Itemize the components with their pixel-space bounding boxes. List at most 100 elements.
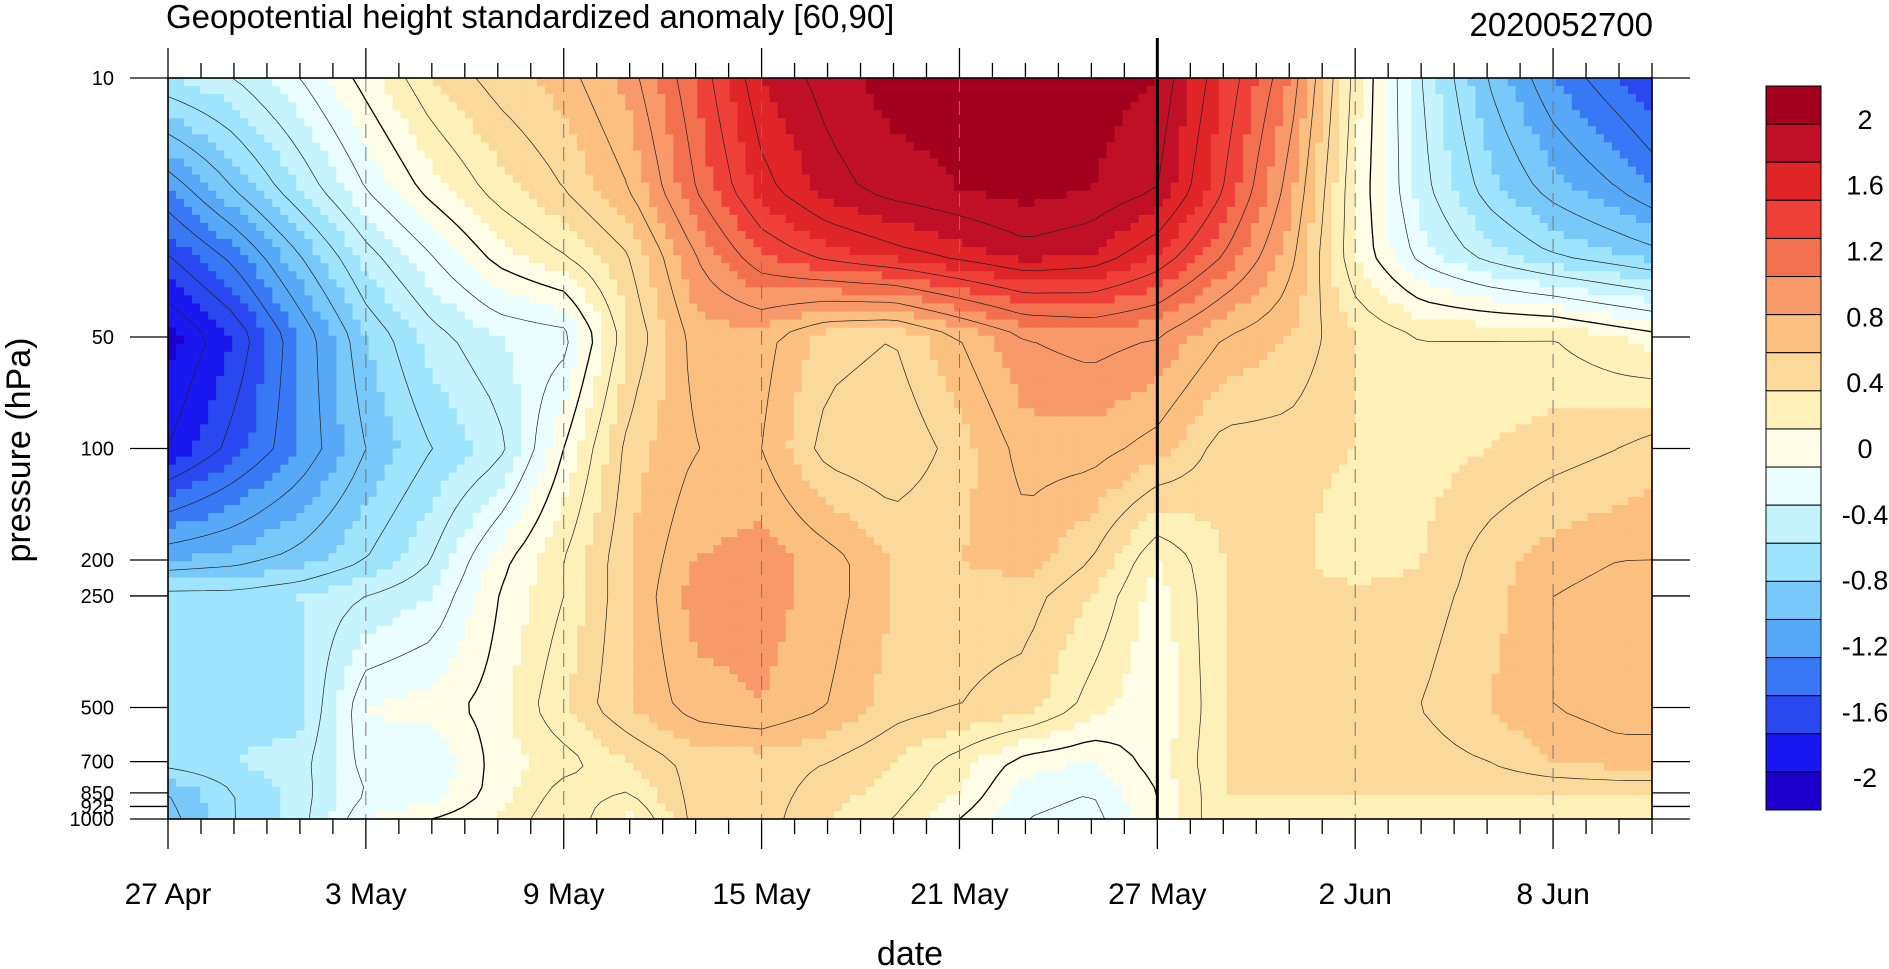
contour-cell xyxy=(705,215,714,224)
contour-cell xyxy=(385,223,394,232)
contour-cell xyxy=(377,110,386,119)
contour-cell xyxy=(361,118,370,127)
contour-cell xyxy=(1556,110,1565,119)
contour-cell xyxy=(1267,150,1276,159)
contour-cell xyxy=(914,223,923,232)
contour-cell xyxy=(770,191,779,200)
contour-cell xyxy=(1524,150,1533,159)
contour-cell xyxy=(369,126,378,135)
contour-cell xyxy=(946,231,955,240)
contour-cell xyxy=(818,239,827,248)
contour-cell xyxy=(224,167,233,176)
contour-cell xyxy=(1331,239,1340,248)
contour-cell xyxy=(401,94,410,103)
contour-cell xyxy=(1099,118,1108,127)
contour-cell xyxy=(1090,102,1099,111)
contour-cell xyxy=(320,175,329,184)
contour-cell xyxy=(585,159,594,168)
contour-cell xyxy=(465,271,474,280)
contour-cell xyxy=(1492,134,1501,143)
contour-cell xyxy=(1500,134,1509,143)
contour-cell xyxy=(344,255,353,264)
contour-cell xyxy=(1219,255,1228,264)
contour-cell xyxy=(272,150,281,159)
contour-cell xyxy=(1548,247,1557,256)
contour-cell xyxy=(770,142,779,151)
contour-cell xyxy=(264,183,273,192)
contour-cell xyxy=(1275,86,1284,95)
contour-cell xyxy=(1548,263,1557,272)
contour-cell xyxy=(264,78,273,87)
contour-cell xyxy=(1243,86,1252,95)
contour-cell xyxy=(1315,199,1324,208)
contour-cell xyxy=(1612,134,1621,143)
contour-cell xyxy=(449,239,458,248)
contour-cell xyxy=(1074,134,1083,143)
contour-cell xyxy=(1524,134,1533,143)
contour-cell xyxy=(1066,86,1075,95)
contour-cell xyxy=(521,191,530,200)
contour-cell xyxy=(232,279,241,288)
contour-cell xyxy=(1219,102,1228,111)
contour-cell xyxy=(336,86,345,95)
contour-cell xyxy=(216,110,225,119)
contour-cell xyxy=(1508,102,1517,111)
contour-cell xyxy=(1435,231,1444,240)
contour-cell xyxy=(1508,126,1517,135)
contour-cell xyxy=(553,126,562,135)
contour-cell xyxy=(1548,199,1557,208)
contour-cell xyxy=(1163,207,1172,216)
contour-cell xyxy=(1419,167,1428,176)
contour-cell xyxy=(1002,118,1011,127)
contour-cell xyxy=(713,134,722,143)
contour-cell xyxy=(1516,191,1525,200)
contour-cell xyxy=(192,159,201,168)
contour-cell xyxy=(697,239,706,248)
contour-cell xyxy=(1588,159,1597,168)
contour-cell xyxy=(497,110,506,119)
contour-cell xyxy=(1315,118,1324,127)
contour-cell xyxy=(617,271,626,280)
contour-cell xyxy=(1211,247,1220,256)
contour-cell xyxy=(1387,231,1396,240)
contour-cell xyxy=(1355,110,1364,119)
contour-cell xyxy=(1395,239,1404,248)
contour-cell xyxy=(1596,231,1605,240)
contour-cell xyxy=(1476,102,1485,111)
contour-cell xyxy=(449,175,458,184)
contour-cell xyxy=(850,86,859,95)
contour-cell xyxy=(264,118,273,127)
contour-cell xyxy=(569,207,578,216)
contour-cell xyxy=(1620,207,1629,216)
contour-cell xyxy=(1492,86,1501,95)
contour-cell xyxy=(1243,175,1252,184)
contour-cell xyxy=(425,142,434,151)
contour-cell xyxy=(1379,126,1388,135)
contour-cell xyxy=(922,110,931,119)
contour-cell xyxy=(361,271,370,280)
contour-cell xyxy=(1620,150,1629,159)
contour-cell xyxy=(818,191,827,200)
contour-cell xyxy=(762,175,771,184)
contour-cell xyxy=(1492,271,1501,280)
contour-cell xyxy=(946,126,955,135)
contour-cell xyxy=(401,175,410,184)
contour-cell xyxy=(1540,118,1549,127)
contour-cell xyxy=(1267,247,1276,256)
contour-cell xyxy=(336,215,345,224)
contour-cell xyxy=(1251,231,1260,240)
contour-cell xyxy=(1018,231,1027,240)
contour-cell xyxy=(1564,126,1573,135)
contour-cell xyxy=(850,231,859,240)
contour-cell xyxy=(1419,159,1428,168)
contour-cell xyxy=(946,150,955,159)
contour-cell xyxy=(1435,102,1444,111)
contour-cell xyxy=(1139,175,1148,184)
contour-cell xyxy=(1451,142,1460,151)
contour-cell xyxy=(746,207,755,216)
contour-cell xyxy=(994,150,1003,159)
contour-cell xyxy=(425,215,434,224)
contour-cell xyxy=(1010,102,1019,111)
contour-cell xyxy=(1171,231,1180,240)
contour-cell xyxy=(962,199,971,208)
